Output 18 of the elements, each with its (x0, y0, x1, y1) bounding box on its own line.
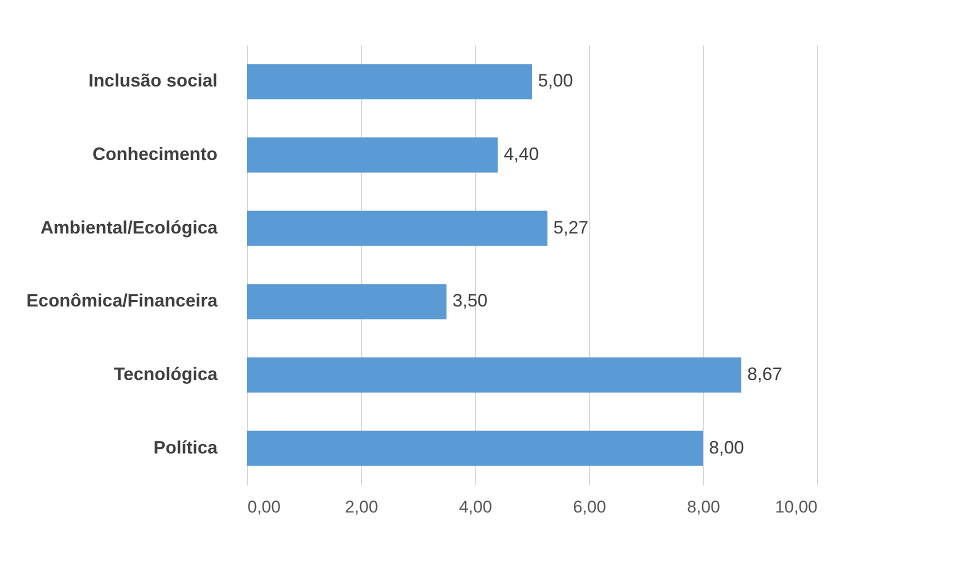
x-tick-label: 10,00 (774, 498, 818, 516)
data-label: 5,00 (538, 70, 574, 91)
y-tick-label: Conhecimento (92, 144, 218, 164)
x-tick-label: 0,00 (248, 498, 281, 516)
y-tick-label: Política (153, 437, 218, 458)
y-tick-label: Ambiental/Ecológica (40, 217, 218, 238)
x-tick-label: 2,00 (344, 498, 378, 516)
data-label: 4,40 (504, 144, 539, 164)
data-label: 5,27 (553, 217, 588, 238)
y-tick-label: Econômica/Financeira (26, 290, 218, 311)
y-tick-label: Inclusão social (88, 70, 218, 91)
data-label: 3,50 (452, 290, 488, 311)
x-tick-label: 4,00 (458, 498, 492, 516)
data-label: 8,00 (709, 437, 744, 458)
x-tick-label: 6,00 (572, 498, 606, 516)
x-tick-label: 8,00 (686, 498, 720, 516)
y-tick-label: Tecnológica (114, 364, 218, 384)
data-label: 8,67 (747, 364, 782, 384)
